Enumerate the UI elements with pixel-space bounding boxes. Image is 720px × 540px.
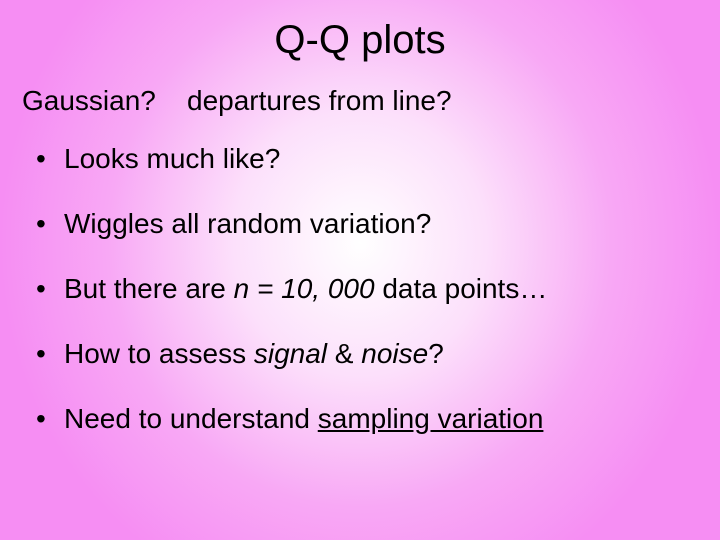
bullet-text-a: How to assess: [64, 338, 254, 369]
bullet-item: Need to understand sampling variation: [36, 401, 690, 436]
bullet-text-italic: noise: [361, 338, 428, 369]
bullet-item: Wiggles all random variation?: [36, 206, 690, 241]
bullet-list: Looks much like? Wiggles all random vari…: [30, 141, 690, 436]
bullet-item: How to assess signal & noise?: [36, 336, 690, 371]
bullet-text-italic: n = 10, 000: [234, 273, 375, 304]
bullet-text: Looks much like?: [64, 143, 280, 174]
bullet-text-a: But there are: [64, 273, 234, 304]
bullet-text: Wiggles all random variation?: [64, 208, 431, 239]
subtitle-part-a: Gaussian?: [22, 85, 156, 116]
slide-subtitle: Gaussian? departures from line?: [22, 85, 690, 117]
bullet-item: Looks much like?: [36, 141, 690, 176]
bullet-text-underline: sampling variation: [318, 403, 544, 434]
slide-title: Q-Q plots: [30, 18, 690, 63]
bullet-text-italic: signal: [254, 338, 327, 369]
bullet-text-a: Need to understand: [64, 403, 318, 434]
bullet-text-c: data points…: [375, 273, 548, 304]
slide: Q-Q plots Gaussian? departures from line…: [0, 0, 720, 540]
bullet-text-c: &: [327, 338, 361, 369]
subtitle-part-b: departures from line?: [187, 85, 452, 116]
bullet-text-e: ?: [428, 338, 444, 369]
bullet-item: But there are n = 10, 000 data points…: [36, 271, 690, 306]
